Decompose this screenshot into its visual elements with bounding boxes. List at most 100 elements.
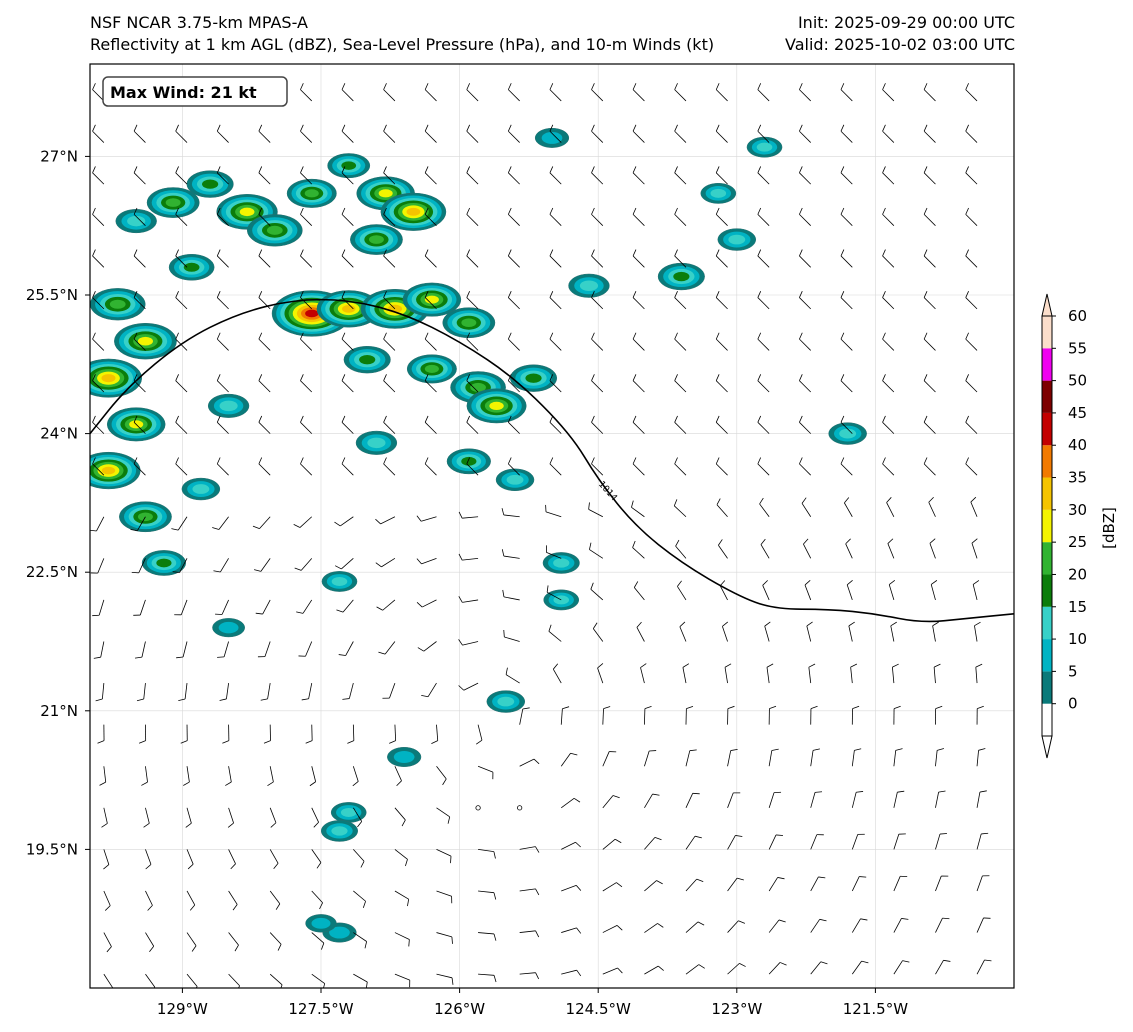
wind-barb (131, 558, 146, 574)
wind-barb (92, 332, 105, 351)
wind-barb (757, 249, 770, 268)
wind-barb (685, 749, 697, 767)
wind-barb (760, 538, 770, 559)
wind-barb (685, 878, 704, 892)
wind-barb (675, 539, 687, 559)
wind-barb (352, 766, 359, 787)
wind-barb (260, 683, 271, 701)
wind-barb (389, 724, 397, 744)
wind-barb (501, 508, 520, 518)
reflectivity-cell (304, 189, 319, 198)
reflectivity-cell (329, 926, 350, 939)
wind-barb (502, 589, 520, 601)
wind-barb (143, 807, 150, 828)
wind-barb (466, 83, 479, 102)
wind-barb (130, 516, 146, 532)
colorbar-tick-label: 60 (1068, 307, 1087, 325)
wind-barb (561, 797, 581, 809)
wind-barb (677, 580, 687, 601)
wind-barb (228, 973, 240, 988)
reflectivity-cell (331, 826, 348, 836)
wind-barb (186, 849, 194, 870)
wind-barb (561, 927, 582, 934)
wind-barb (846, 580, 853, 601)
wind-barb (757, 290, 770, 310)
wind-barb (507, 415, 520, 434)
wind-barb (101, 807, 108, 828)
wind-barb (95, 683, 105, 702)
wind-barb (255, 599, 271, 615)
wind-barb (768, 877, 785, 892)
reflectivity-cell (219, 400, 238, 412)
wind-barb (133, 374, 146, 393)
wind-barb (685, 921, 705, 933)
colorbar-segment (1042, 380, 1052, 413)
wind-barb (888, 580, 896, 601)
wind-barb (133, 207, 146, 226)
reflectivity-cell (393, 751, 415, 763)
wind-barb (810, 705, 818, 725)
wind-barb (549, 415, 562, 434)
wind-barb (341, 332, 354, 351)
wind-barb (431, 724, 439, 744)
wind-barb (383, 207, 396, 226)
wind-barb (851, 748, 862, 767)
wind-barb (929, 538, 936, 559)
wind-barb (674, 290, 687, 310)
wind-barb (840, 415, 853, 434)
wind-barb (171, 516, 188, 531)
wind-barb (133, 332, 146, 351)
wind-barb (507, 249, 520, 268)
wind-barb (501, 549, 520, 559)
wind-barb (591, 374, 604, 393)
wind-barb (597, 663, 604, 684)
wind-barb (893, 960, 910, 975)
wind-barb (636, 621, 645, 642)
wind-barb (602, 882, 623, 892)
wind-barb (293, 516, 313, 528)
wind-barb (965, 457, 978, 476)
wind-barb (466, 332, 479, 351)
wind-barb (632, 166, 645, 185)
wind-barb (549, 457, 562, 476)
reflectivity-cell (341, 161, 357, 170)
wind-barb (394, 849, 408, 867)
wind-barb (715, 166, 728, 185)
lon-tick-label: 121.5°W (843, 1000, 908, 1018)
wind-barb (644, 793, 660, 809)
calm-wind-circle (517, 805, 523, 811)
wind-barb (674, 124, 687, 143)
wind-barb (378, 641, 396, 655)
wind-barb (766, 663, 774, 684)
wind-barb (176, 641, 188, 659)
wind-barb (347, 724, 355, 744)
wind-barb (424, 124, 437, 143)
wind-barb (300, 457, 313, 476)
wind-barb (840, 166, 853, 185)
wind-barb (632, 249, 645, 268)
wind-barb (180, 724, 188, 744)
colorbar-segment (1042, 542, 1052, 575)
wind-barb (383, 249, 396, 268)
wind-barb (808, 663, 816, 684)
wind-barb (679, 621, 687, 642)
wind-barb (519, 846, 540, 853)
wind-barb (175, 207, 188, 226)
wind-barb (549, 332, 562, 351)
reflectivity-cell (553, 558, 570, 568)
wind-barb (300, 124, 313, 143)
lat-tick-label: 21°N (40, 702, 78, 720)
wind-barb (923, 83, 936, 102)
lon-tick-label: 126°W (434, 1000, 485, 1018)
wind-barb (757, 415, 770, 434)
wind-barb (269, 849, 279, 869)
wind-barb (810, 834, 824, 850)
wind-barb (383, 332, 396, 351)
wind-barb (519, 972, 540, 980)
wind-barb (591, 290, 604, 310)
wind-barb (216, 457, 229, 476)
wind-barb (715, 124, 728, 143)
lat-tick-label: 22.5°N (26, 563, 78, 581)
wind-barb (851, 705, 860, 725)
colorbar-segment (1042, 316, 1052, 349)
